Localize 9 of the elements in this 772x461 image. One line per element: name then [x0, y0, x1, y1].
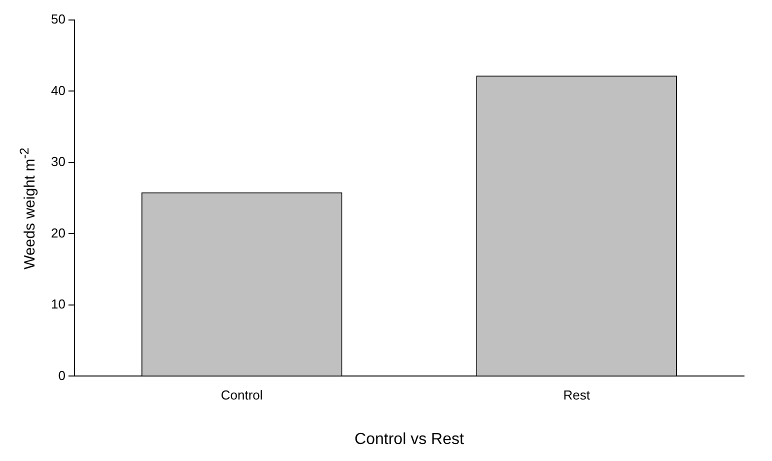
x-tick-label: Rest — [563, 388, 590, 403]
y-tick-label: 30 — [50, 154, 66, 170]
y-tick-label: 20 — [50, 225, 66, 240]
y-tick-label: 10 — [50, 296, 66, 312]
y-tick-label: 0 — [58, 368, 66, 383]
x-tick-label: Control — [220, 388, 263, 403]
y-tick-label: 40 — [50, 82, 66, 98]
x-axis-title: Control vs Rest — [354, 430, 464, 448]
y-tick-label: 50 — [50, 12, 66, 27]
